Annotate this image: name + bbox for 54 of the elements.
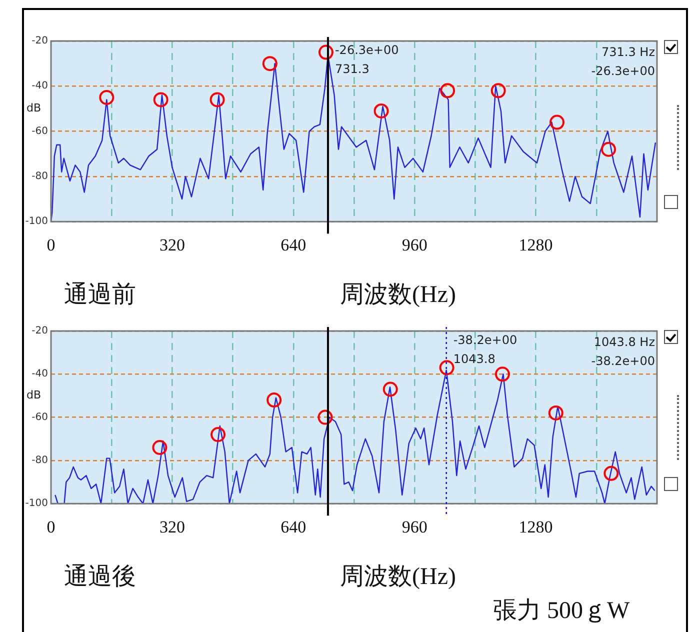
x-tick-label: 960 xyxy=(402,235,428,254)
point xyxy=(490,83,506,98)
annotation: -38.2e+00 xyxy=(591,354,655,368)
annotation: 731.3 xyxy=(334,62,370,76)
x-tick-label: 1280 xyxy=(518,517,553,536)
y-tick-label: -20 xyxy=(32,326,48,337)
point xyxy=(601,142,616,157)
y-tick-label: -80 xyxy=(32,455,48,466)
y-tick-label: -100 xyxy=(25,498,48,510)
x-tick-label: 320 xyxy=(159,517,185,536)
x-tick-label: 960 xyxy=(402,517,428,536)
point xyxy=(266,392,282,408)
point xyxy=(153,92,168,108)
y-tick-label: -80 xyxy=(32,171,48,182)
text: 張力 500ｇW xyxy=(493,597,630,626)
annotation: 1043.8 xyxy=(453,352,496,366)
x-tick-label: 1280 xyxy=(518,235,553,254)
y-tick-label: -60 xyxy=(32,126,48,137)
point xyxy=(374,103,389,118)
point xyxy=(210,92,225,108)
point xyxy=(439,360,454,376)
point xyxy=(440,83,456,98)
point xyxy=(210,427,226,442)
y-tick-label: -20 xyxy=(32,36,48,47)
x-tick-label: 640 xyxy=(280,235,306,254)
annotation: -38.2e+00 xyxy=(453,333,518,348)
x-tick-label: 0 xyxy=(46,517,56,536)
point xyxy=(99,90,114,105)
y-axis-title: dB xyxy=(26,388,41,402)
annotation: 731.3 Hz xyxy=(602,45,655,60)
point xyxy=(494,366,510,382)
point xyxy=(604,466,619,481)
point xyxy=(318,44,334,60)
y-tick-label: -40 xyxy=(32,368,48,380)
annotation: 1043.8 Hz xyxy=(594,335,655,350)
x-tick-label: 640 xyxy=(280,517,306,536)
point xyxy=(318,410,333,425)
y-tick-label: -60 xyxy=(32,412,48,423)
x-axis-title: 周波数(Hz) xyxy=(340,281,456,310)
y-tick-label: -40 xyxy=(32,80,48,92)
point xyxy=(262,56,278,72)
x-axis-title: 周波数(Hz) xyxy=(340,563,456,592)
y-tick-label: -100 xyxy=(25,216,48,228)
text: 通過前 xyxy=(64,281,136,310)
text: 通過後 xyxy=(64,563,136,592)
point xyxy=(382,382,398,397)
annotation: -26.3e+00 xyxy=(334,43,399,58)
point xyxy=(548,405,564,420)
annotation: -26.3e+00 xyxy=(591,64,655,78)
y-axis-title: dB xyxy=(26,102,41,115)
point xyxy=(550,114,565,130)
x-tick-label: 0 xyxy=(46,235,56,254)
x-tick-label: 320 xyxy=(159,235,185,254)
point xyxy=(152,440,168,456)
